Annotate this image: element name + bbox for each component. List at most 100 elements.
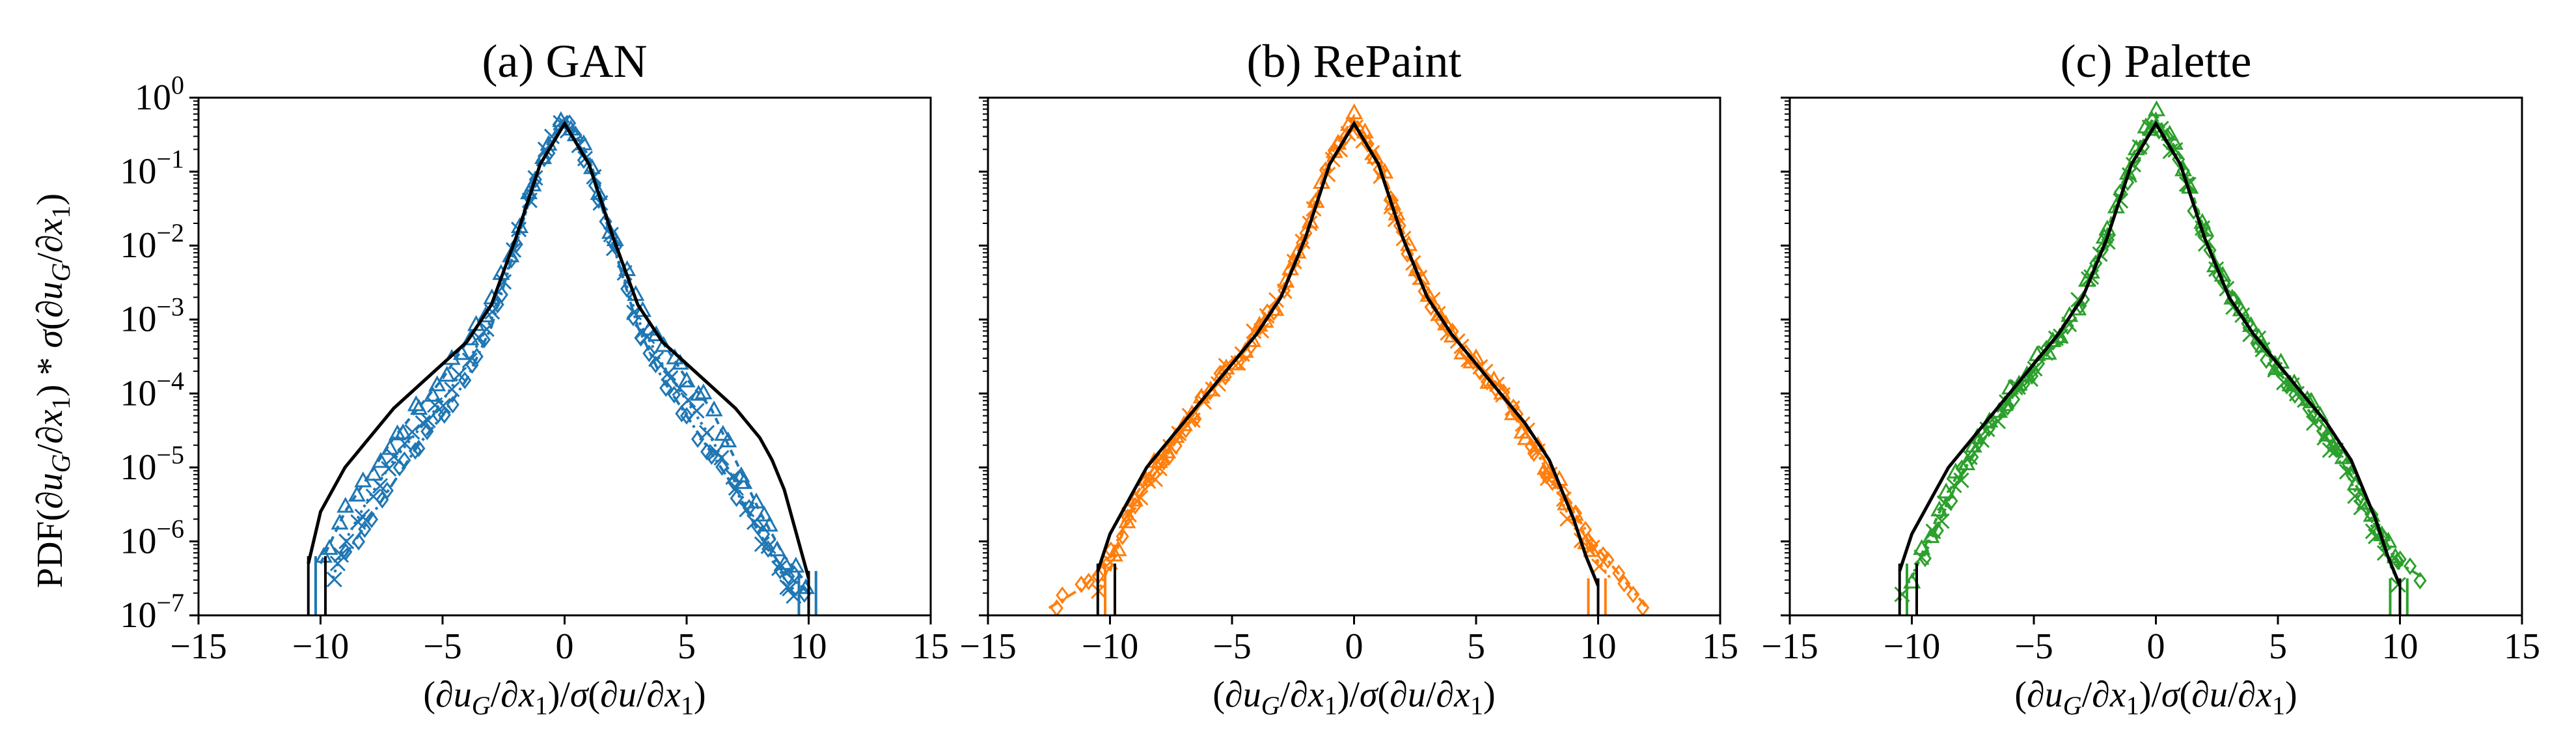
data-marker bbox=[1982, 419, 1996, 438]
data-marker bbox=[1934, 513, 1950, 529]
series-sample-2 bbox=[1091, 117, 1611, 599]
x-tick-label: −10 bbox=[1884, 626, 1941, 667]
x-tick-label: 0 bbox=[2147, 626, 2165, 667]
panel-title: (a) GAN bbox=[482, 35, 648, 87]
data-marker bbox=[1945, 492, 1958, 510]
data-marker bbox=[1056, 586, 1069, 604]
data-marker bbox=[691, 430, 705, 448]
x-tick-label: −5 bbox=[423, 626, 462, 667]
data-marker bbox=[1100, 555, 1114, 574]
data-marker bbox=[2280, 376, 2294, 395]
data-marker bbox=[437, 406, 451, 424]
data-marker bbox=[348, 485, 366, 502]
data-marker bbox=[329, 555, 346, 572]
data-marker bbox=[1527, 444, 1541, 462]
data-marker bbox=[694, 383, 713, 400]
data-marker bbox=[543, 128, 560, 145]
data-marker bbox=[730, 489, 743, 507]
data-marker bbox=[2288, 386, 2302, 404]
data-marker bbox=[458, 371, 472, 389]
data-marker bbox=[2101, 231, 2115, 249]
data-marker bbox=[358, 520, 372, 539]
data-marker bbox=[1116, 527, 1129, 546]
data-marker bbox=[380, 481, 394, 499]
series-sample-1 bbox=[1903, 100, 2404, 589]
data-marker bbox=[1955, 459, 1969, 477]
x-axis-label: (∂uG/∂x1)/σ(∂u/∂x1) bbox=[1213, 675, 1495, 720]
data-marker bbox=[735, 473, 753, 489]
data-marker bbox=[2128, 151, 2141, 169]
data-marker bbox=[1147, 465, 1161, 483]
data-marker bbox=[2095, 241, 2109, 259]
data-marker bbox=[1473, 363, 1487, 381]
data-marker bbox=[1157, 453, 1171, 471]
data-marker bbox=[326, 571, 342, 587]
data-marker bbox=[2393, 550, 2407, 568]
data-marker bbox=[389, 424, 407, 441]
reference-curve bbox=[307, 120, 810, 579]
data-marker bbox=[1179, 421, 1193, 439]
panel-title: (b) RePaint bbox=[1247, 35, 1462, 87]
data-marker bbox=[1138, 473, 1152, 492]
data-marker bbox=[642, 344, 656, 363]
data-marker bbox=[1401, 245, 1414, 263]
panel-title: (c) Palette bbox=[2061, 35, 2252, 87]
data-marker bbox=[705, 400, 723, 417]
data-marker bbox=[435, 398, 451, 414]
x-tick-label: −15 bbox=[170, 626, 227, 667]
data-marker bbox=[1930, 500, 1949, 516]
data-marker bbox=[1559, 494, 1573, 512]
data-marker bbox=[592, 191, 606, 209]
data-marker bbox=[542, 144, 556, 162]
data-marker bbox=[2147, 100, 2166, 117]
data-marker bbox=[2365, 506, 2379, 524]
data-marker bbox=[1946, 477, 1962, 494]
y-tick-label: 10−2 bbox=[120, 218, 184, 266]
data-marker bbox=[634, 329, 648, 347]
data-marker bbox=[2025, 367, 2039, 385]
data-marker bbox=[705, 447, 719, 465]
series-line bbox=[319, 113, 810, 587]
y-tick-label: 10−1 bbox=[120, 145, 184, 192]
data-marker bbox=[1267, 303, 1281, 321]
data-marker bbox=[2354, 492, 2368, 510]
data-marker bbox=[599, 212, 612, 231]
data-marker bbox=[2391, 552, 2404, 570]
data-marker bbox=[1578, 520, 1593, 539]
data-marker bbox=[372, 452, 390, 468]
x-tick-label: 5 bbox=[2269, 626, 2287, 667]
data-marker bbox=[1075, 575, 1088, 593]
data-marker bbox=[1524, 437, 1538, 455]
data-marker bbox=[2027, 361, 2043, 377]
series-sample-3 bbox=[1918, 111, 2427, 590]
data-marker bbox=[626, 309, 640, 327]
data-marker bbox=[750, 517, 764, 535]
data-marker bbox=[424, 385, 442, 402]
x-tick-label: 15 bbox=[1702, 626, 1738, 667]
data-marker bbox=[396, 435, 413, 452]
panel-2: (b) RePaint −15 −10 −5 0 5 10 15 (∂uG/∂x1)/σ(∂u/… bbox=[959, 35, 1738, 720]
x-tick-label: −10 bbox=[1082, 626, 1139, 667]
data-marker bbox=[588, 176, 602, 195]
data-marker bbox=[398, 451, 411, 469]
series-line bbox=[1108, 113, 1600, 572]
series-line bbox=[331, 117, 798, 595]
data-marker bbox=[338, 533, 355, 550]
data-marker bbox=[495, 286, 508, 304]
data-marker bbox=[1203, 383, 1217, 401]
data-marker bbox=[336, 496, 355, 513]
panel-1: (a) GAN −15 −10 −5 0 5 10 15 10−7 10−6 10−5 10−4 10−… bbox=[120, 35, 949, 720]
data-marker bbox=[1930, 522, 1944, 540]
data-marker bbox=[1104, 541, 1117, 559]
data-marker bbox=[787, 556, 805, 573]
x-axis-label: (∂uG/∂x1)/σ(∂u/∂x1) bbox=[2014, 675, 2297, 720]
data-marker bbox=[577, 151, 591, 169]
data-marker bbox=[1971, 433, 1985, 451]
data-marker bbox=[2242, 326, 2258, 343]
data-marker bbox=[1424, 298, 1438, 316]
data-marker bbox=[667, 385, 681, 404]
data-marker bbox=[782, 567, 795, 585]
data-marker bbox=[410, 399, 428, 415]
data-marker bbox=[1918, 550, 1932, 568]
